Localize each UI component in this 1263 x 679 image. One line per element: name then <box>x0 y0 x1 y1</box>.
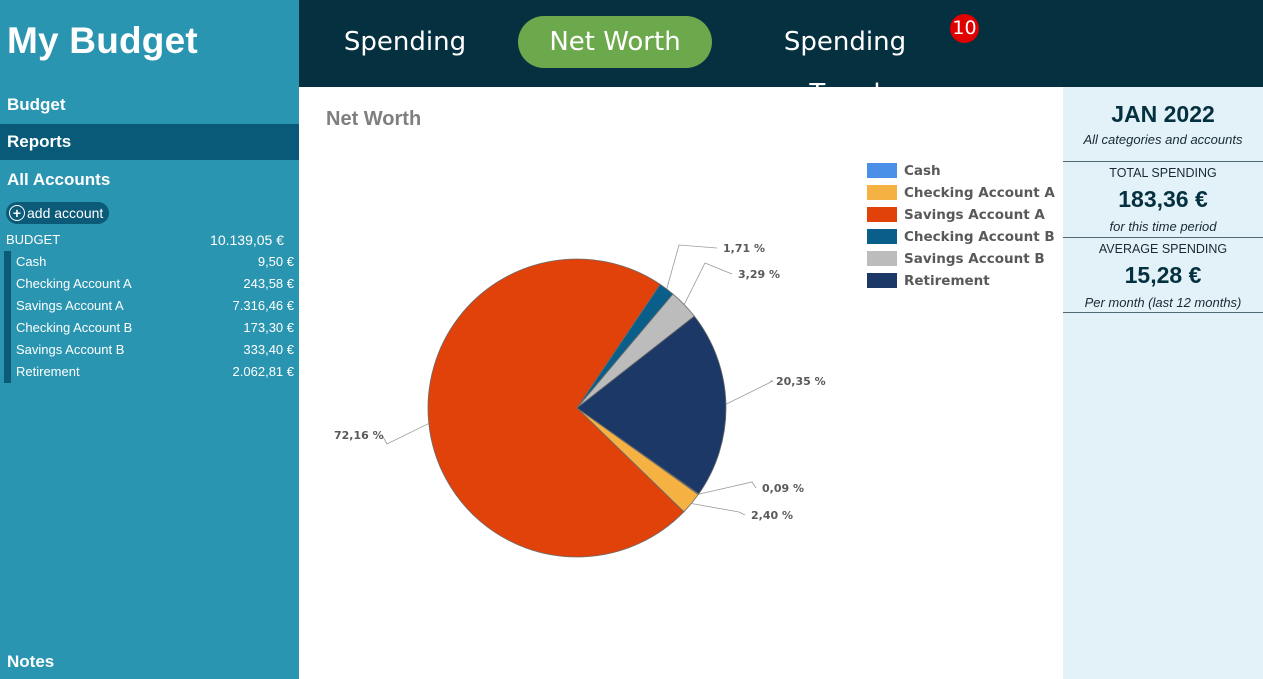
data-label: 2,40 % <box>751 509 793 522</box>
leader-line <box>683 262 733 305</box>
pie-slice-retirement <box>576 315 727 495</box>
legend-label: Cash <box>904 163 941 179</box>
account-list: Cash 9,50 € Checking Account A 243,58 € Sa… <box>4 251 294 383</box>
account-value: 173,30 € <box>243 320 294 335</box>
data-label: 3,29 % <box>738 268 780 281</box>
account-name: Savings Account A <box>16 298 124 313</box>
period-scope: All categories and accounts <box>1063 132 1263 162</box>
average-spending-value: 15,28 € <box>1124 262 1202 288</box>
legend-label: Savings Account A <box>904 207 1045 223</box>
legend-label: Retirement <box>904 273 990 289</box>
app-title: My Budget <box>7 20 198 61</box>
tab-spending[interactable]: Spending <box>343 27 467 57</box>
tab-net-worth[interactable]: Net Worth <box>518 16 712 68</box>
sidebar-item-budget[interactable]: Budget <box>7 95 66 114</box>
account-row-checking-b[interactable]: Checking Account B 173,30 € <box>11 317 294 339</box>
data-label: 72,16 % <box>334 429 384 442</box>
sidebar-item-notes[interactable]: Notes <box>7 652 55 671</box>
account-value: 2.062,81 € <box>232 364 294 379</box>
sidebar: My Budget Budget Reports All Accounts + … <box>0 0 299 679</box>
net-worth-pie-chart: 0,09 % 2,40 % 72,16 % 1,71 % 3,29 % 20,35 % Ca… <box>334 163 1055 558</box>
account-name: Checking Account A <box>16 276 132 291</box>
leader-line <box>725 380 774 405</box>
legend-swatch <box>867 207 897 222</box>
total-spending-sub: for this time period <box>1063 219 1263 238</box>
account-row-cash[interactable]: Cash 9,50 € <box>11 251 294 273</box>
account-value: 333,40 € <box>243 342 294 357</box>
legend-label: Checking Account B <box>904 229 1055 245</box>
account-value: 243,58 € <box>243 276 294 291</box>
pie-slice-savings-account-a <box>427 258 685 558</box>
account-row-checking-a[interactable]: Checking Account A 243,58 € <box>11 273 294 295</box>
account-name: Retirement <box>16 364 80 379</box>
summary-panel: JAN 2022 All categories and accounts TOT… <box>1063 87 1263 679</box>
legend-label: Savings Account B <box>904 251 1045 267</box>
add-account-button[interactable]: + add account <box>6 202 110 224</box>
legend-swatch <box>867 185 897 200</box>
account-row-savings-b[interactable]: Savings Account B 333,40 € <box>11 339 294 361</box>
leader-line <box>691 503 746 516</box>
account-row-savings-a[interactable]: Savings Account A 7.316,46 € <box>11 295 294 317</box>
average-spending-sub: Per month (last 12 months) <box>1063 295 1263 313</box>
data-label: 0,09 % <box>762 482 804 495</box>
data-label: 20,35 % <box>776 375 826 388</box>
account-value: 7.316,46 € <box>232 298 294 313</box>
total-spending-label: TOTAL SPENDING <box>1109 166 1217 180</box>
account-value: 9,50 € <box>257 254 294 269</box>
top-tab-bar: Spending Net Worth Spending Trend 10 <box>299 0 1263 109</box>
plus-circle-icon: + <box>9 205 25 221</box>
notification-badge: 10 <box>950 14 979 43</box>
account-name: Checking Account B <box>16 320 133 335</box>
budget-total-label: BUDGET <box>6 232 61 247</box>
sidebar-item-reports[interactable]: Reports <box>0 124 299 160</box>
leader-line <box>666 244 718 290</box>
account-row-retirement[interactable]: Retirement 2.062,81 € <box>11 361 294 383</box>
leader-line <box>381 423 429 445</box>
chart-title: Net Worth <box>326 108 422 130</box>
budget-total-value: 10.139,05 € <box>210 232 284 248</box>
legend-swatch <box>867 251 897 266</box>
add-account-label: add account <box>27 205 104 221</box>
tab-spending-trend[interactable]: Spending Trend <box>783 27 907 109</box>
legend-label: Checking Account A <box>904 185 1055 201</box>
period-label: JAN 2022 <box>1111 101 1215 127</box>
legend-swatch <box>867 273 897 288</box>
sidebar-item-all-accounts[interactable]: All Accounts <box>7 170 111 189</box>
legend-swatch <box>867 163 897 178</box>
account-name: Cash <box>16 254 47 269</box>
account-name: Savings Account B <box>16 342 125 357</box>
leader-line <box>698 481 757 495</box>
average-spending-label: AVERAGE SPENDING <box>1098 242 1228 256</box>
total-spending-value: 183,36 € <box>1118 186 1208 212</box>
legend-swatch <box>867 229 897 244</box>
budget-total-row: BUDGET 10.139,05 € <box>6 232 288 248</box>
data-label: 1,71 % <box>723 242 765 255</box>
